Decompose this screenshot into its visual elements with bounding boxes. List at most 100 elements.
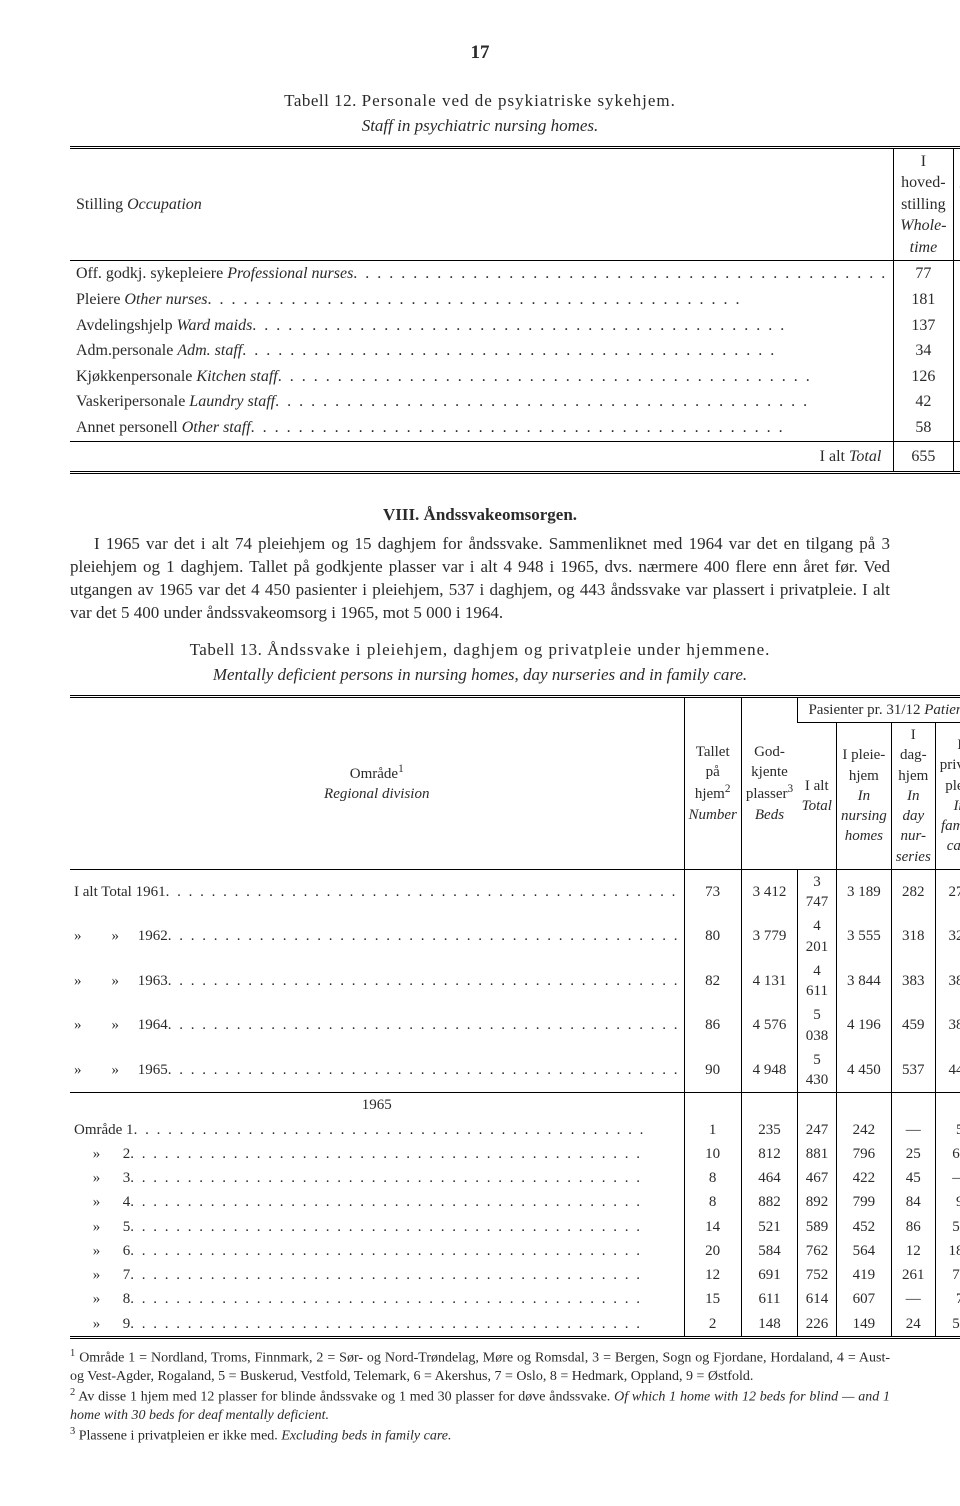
th-godk-it: Beds	[755, 807, 784, 823]
table-row: » 92148226149245352	[70, 1312, 960, 1338]
data-cell: 614	[798, 1287, 837, 1311]
th-godk-sup: 3	[788, 783, 794, 795]
data-cell: 53	[935, 1312, 960, 1338]
data-cell: 564	[836, 1239, 891, 1263]
total-whole: 655	[894, 441, 953, 473]
data-cell: 799	[836, 1190, 891, 1214]
data-cell: 45	[891, 1166, 935, 1190]
region-cell: » » 1963	[70, 959, 684, 1004]
table-row: Annet personell Other staff 5813	[70, 415, 960, 441]
data-cell: 25	[891, 1142, 935, 1166]
table12-subtitle: Staff in psychiatric nursing homes.	[70, 115, 890, 138]
table-row: Kjøkkenpersonale Kitchen staff 1269	[70, 364, 960, 390]
table-row: Område 11235247242—5367	[70, 1118, 960, 1142]
data-cell: 318	[891, 914, 935, 959]
th-pleie-it2: nursing	[841, 808, 887, 824]
data-cell: 5 038	[798, 1003, 837, 1048]
table-row: » 5145215894528651173	[70, 1215, 960, 1239]
data-cell: 86	[684, 1003, 741, 1048]
table-row: » » 1963824 1314 6113 8443833841 226	[70, 959, 960, 1004]
table-row: » » 1964864 5765 0384 1964593831 529	[70, 1003, 960, 1048]
data-cell: 5 430	[798, 1048, 837, 1093]
data-cell: 796	[836, 1142, 891, 1166]
data-cell: —	[891, 1118, 935, 1142]
th-priv-b: pleie	[945, 778, 960, 794]
th-region-sup: 1	[398, 763, 404, 775]
th-region: Område1 Regional division	[70, 696, 684, 869]
table-row: » » 1965904 9485 4304 4505374431 543	[70, 1048, 960, 1093]
data-cell: 60	[935, 1142, 960, 1166]
th-occupation-label: Stilling	[76, 196, 123, 213]
th-dag-it2: nur-	[901, 828, 927, 844]
th-godk-b: kjente	[751, 764, 788, 780]
table-row: Vaskeripersonale Laundry staff 429	[70, 389, 960, 415]
th-pleie-b: hjem	[849, 768, 879, 784]
data-cell: 276	[935, 869, 960, 914]
data-cell: 584	[741, 1239, 797, 1263]
data-cell: 422	[836, 1166, 891, 1190]
occupation-cell: Kjøkkenpersonale Kitchen staff	[70, 364, 894, 390]
data-cell: 186	[935, 1239, 960, 1263]
data-cell: 51	[935, 1215, 960, 1239]
data-cell: 1	[684, 1118, 741, 1142]
region-year: 1965	[70, 1093, 684, 1118]
footnote-1-text: Område 1 = Nordland, Troms, Finnmark, 2 …	[70, 1350, 890, 1383]
th-dag-a: I dag-	[900, 727, 927, 763]
data-cell: 521	[741, 1215, 797, 1239]
th-priv-it3: care	[947, 838, 960, 854]
data-cell: 84	[891, 1190, 935, 1214]
th-region-a: Område	[350, 766, 398, 782]
footnote-2a: Av disse 1 hjem med 12 plasser for blind…	[78, 1389, 610, 1404]
data-cell: 73	[684, 869, 741, 914]
data-cell: —	[935, 1166, 960, 1190]
th-priv-it2: family	[941, 818, 960, 834]
occupation-cell: Vaskeripersonale Laundry staff	[70, 389, 894, 415]
data-cell: 282	[891, 869, 935, 914]
data-cell: 242	[836, 1118, 891, 1142]
data-cell: 10	[684, 1142, 741, 1166]
table-row: I alt Total 1961733 4123 7473 189282276.…	[70, 869, 960, 914]
region-cell: » 5	[70, 1215, 684, 1239]
region-cell: » 6	[70, 1239, 684, 1263]
region-cell: » 9	[70, 1312, 684, 1338]
th-region-it: Regional division	[324, 786, 429, 802]
table-row: Adm.personale Adm. staff 347	[70, 338, 960, 364]
data-cell: 607	[836, 1287, 891, 1311]
data-cell: 86	[891, 1215, 935, 1239]
data-cell: 3 189	[836, 869, 891, 914]
data-cell: 12	[684, 1263, 741, 1287]
data-cell: 4 611	[798, 959, 837, 1004]
data-cell: 80	[684, 914, 741, 959]
th-godk-c: plasser	[746, 786, 788, 802]
whole-cell: 58	[894, 415, 953, 441]
table12-title-main: Personale ved de psykiatriske sykehjem.	[362, 91, 676, 110]
table-row: Off. godkj. sykepleiere Professional nur…	[70, 261, 960, 287]
data-cell: 4 131	[741, 959, 797, 1004]
data-cell: 149	[836, 1312, 891, 1338]
data-cell: 90	[684, 1048, 741, 1093]
table12-title-prefix: Tabell 12.	[284, 91, 361, 110]
table-row: Avdelingshjelp Ward maids 1379	[70, 313, 960, 339]
whole-cell: 77	[894, 261, 953, 287]
whole-cell: 42	[894, 389, 953, 415]
data-cell: 15	[684, 1287, 741, 1311]
data-cell: 7	[935, 1287, 960, 1311]
data-cell: 328	[935, 914, 960, 959]
data-cell: 3 412	[741, 869, 797, 914]
th-patients-a: Pasienter pr. 31/12	[808, 702, 920, 718]
part-cell: 9	[953, 364, 960, 390]
table12: Stilling Occupation I hoved- stilling Wh…	[70, 146, 960, 475]
th-priv-a: I privat-	[940, 737, 960, 773]
data-cell: 5	[935, 1118, 960, 1142]
th-pleie-it3: homes	[845, 828, 883, 844]
th-ialt-it: Total	[802, 798, 832, 814]
part-cell: 9	[953, 313, 960, 339]
th-parttime: I bistilling Part-time	[953, 147, 960, 261]
data-cell: 537	[891, 1048, 935, 1093]
th-ialt-a: I alt	[805, 778, 829, 794]
data-cell: 4 201	[798, 914, 837, 959]
part-cell: 6	[953, 261, 960, 287]
page-number: 17	[70, 40, 890, 66]
th-priv-it1: In	[954, 798, 960, 814]
region-cell: » 2	[70, 1142, 684, 1166]
